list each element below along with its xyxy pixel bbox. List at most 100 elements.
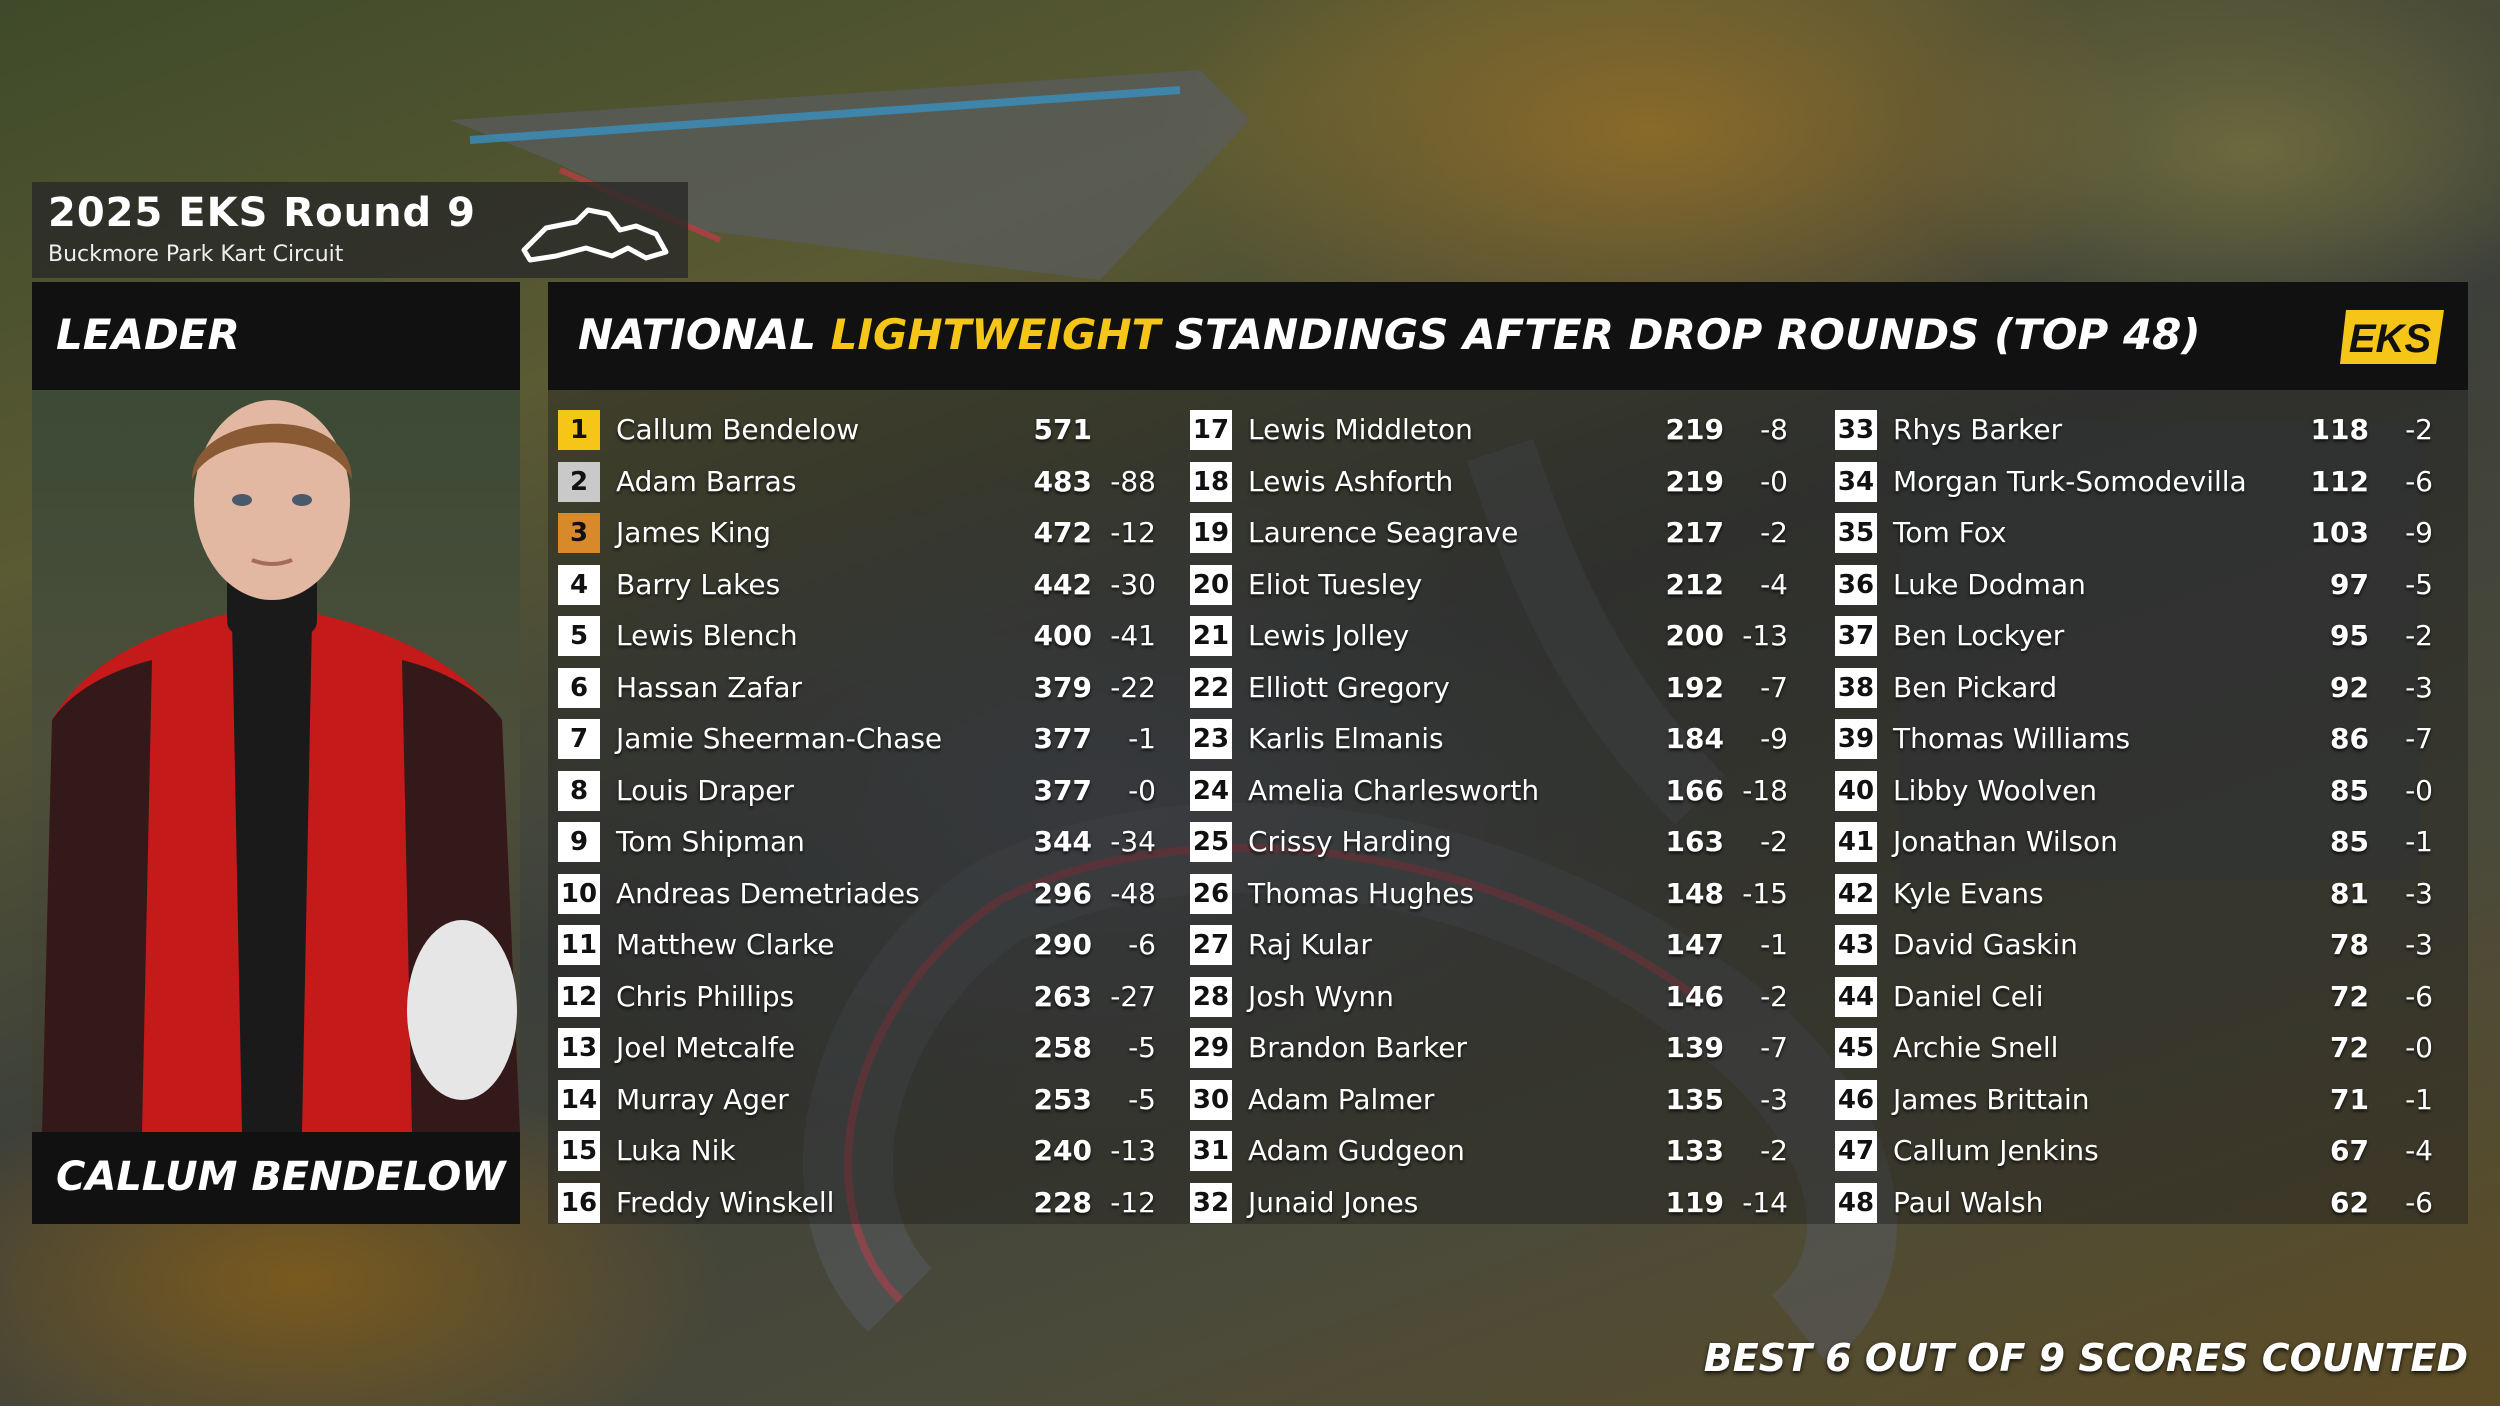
- table-row: 20 Eliot Tuesley 212 -4: [1180, 559, 1800, 611]
- driver-name: Lewis Ashforth: [1248, 464, 1454, 498]
- table-row: 40 Libby Woolven 85 -0: [1825, 765, 2445, 817]
- position-badge: 4: [558, 564, 600, 605]
- position-badge: 18: [1190, 461, 1232, 502]
- driver-points: 146: [1665, 979, 1724, 1013]
- position-badge: 45: [1835, 1028, 1877, 1068]
- footer-note: BEST 6 OUT OF 9 SCORES COUNTED: [1703, 1336, 2468, 1380]
- driver-name: Josh Wynn: [1248, 979, 1394, 1013]
- driver-name: Jamie Sheerman-Chase: [616, 722, 943, 755]
- dropped-points: -22: [1110, 670, 1156, 704]
- driver-points: 139: [1665, 1031, 1724, 1064]
- table-row: 33 Rhys Barker 118 -2: [1825, 404, 2445, 456]
- table-row: 29 Brandon Barker 139 -7: [1180, 1022, 1800, 1074]
- table-row: 14 Murray Ager 253 -5: [548, 1074, 1168, 1126]
- position-badge: 44: [1835, 976, 1877, 1017]
- table-row: 42 Kyle Evans 81 -3: [1825, 868, 2445, 920]
- position-badge: 15: [558, 1131, 600, 1171]
- dropped-points: -5: [2405, 567, 2433, 601]
- driver-name: Lewis Jolley: [1248, 619, 1410, 652]
- table-row: 16 Freddy Winskell 228 -12: [548, 1177, 1168, 1229]
- table-row: 45 Archie Snell 72 -0: [1825, 1022, 2445, 1074]
- table-row: 46 James Brittain 71 -1: [1825, 1074, 2445, 1126]
- table-row: 7 Jamie Sheerman-Chase 377 -1: [548, 713, 1168, 765]
- dropped-points: [1096, 410, 1156, 450]
- table-row: 2 Adam Barras 483 -88: [548, 456, 1168, 508]
- table-row: 25 Crissy Harding 163 -2: [1180, 816, 1800, 868]
- driver-name: Raj Kular: [1248, 928, 1372, 961]
- driver-name: Kyle Evans: [1893, 876, 2044, 910]
- position-badge: 22: [1190, 667, 1232, 708]
- driver-name: Luke Dodman: [1893, 567, 2086, 601]
- driver-points: 85: [2330, 825, 2369, 858]
- table-row: 22 Elliott Gregory 192 -7: [1180, 662, 1800, 714]
- position-badge: 7: [558, 719, 600, 759]
- position-badge: 5: [558, 616, 600, 656]
- driver-points: 112: [2310, 464, 2369, 498]
- position-badge: 40: [1835, 770, 1877, 811]
- driver-portrait-icon: [42, 400, 520, 1132]
- table-row: 11 Matthew Clarke 290 -6: [548, 919, 1168, 971]
- table-row: 38 Ben Pickard 92 -3: [1825, 662, 2445, 714]
- position-badge: 43: [1835, 925, 1877, 965]
- position-badge: 39: [1835, 719, 1877, 759]
- position-badge: 47: [1835, 1131, 1877, 1171]
- leader-photo: [32, 390, 520, 1132]
- dropped-points: -2: [2405, 619, 2433, 652]
- table-row: 12 Chris Phillips 263 -27: [548, 971, 1168, 1023]
- driver-points: 92: [2330, 670, 2369, 704]
- dropped-points: -5: [1128, 1082, 1156, 1116]
- driver-name: Karlis Elmanis: [1248, 722, 1444, 755]
- dropped-points: -48: [1110, 876, 1156, 910]
- driver-points: 135: [1665, 1082, 1724, 1116]
- position-badge: 16: [558, 1182, 600, 1223]
- table-row: 18 Lewis Ashforth 219 -0: [1180, 456, 1800, 508]
- table-row: 35 Tom Fox 103 -9: [1825, 507, 2445, 559]
- driver-points: 163: [1665, 825, 1724, 858]
- dropped-points: -88: [1110, 464, 1156, 498]
- position-badge: 25: [1190, 822, 1232, 862]
- table-row: 3 James King 472 -12: [548, 507, 1168, 559]
- dropped-points: -8: [1760, 413, 1788, 446]
- dropped-points: -7: [1760, 1031, 1788, 1064]
- table-row: 23 Karlis Elmanis 184 -9: [1180, 713, 1800, 765]
- position-badge: 37: [1835, 616, 1877, 656]
- dropped-points: -4: [1760, 567, 1788, 601]
- dropped-points: -6: [2405, 464, 2433, 498]
- table-row: 27 Raj Kular 147 -1: [1180, 919, 1800, 971]
- driver-name: Jonathan Wilson: [1893, 825, 2118, 858]
- table-row: 26 Thomas Hughes 148 -15: [1180, 868, 1800, 920]
- driver-points: 103: [2310, 516, 2369, 549]
- dropped-points: -1: [2405, 825, 2433, 858]
- driver-name: Freddy Winskell: [616, 1185, 835, 1219]
- dropped-points: -3: [2405, 670, 2433, 704]
- driver-name: Callum Bendelow: [616, 413, 860, 446]
- table-row: 4 Barry Lakes 442 -30: [548, 559, 1168, 611]
- dropped-points: -12: [1110, 516, 1156, 549]
- leader-name: CALLUM BENDELOW: [56, 1154, 506, 1200]
- table-row: 36 Luke Dodman 97 -5: [1825, 559, 2445, 611]
- position-badge: 41: [1835, 822, 1877, 862]
- standings-title: NATIONAL LIGHTWEIGHT STANDINGS AFTER DRO…: [578, 310, 2201, 359]
- driver-name: Matthew Clarke: [616, 928, 835, 961]
- table-row: 37 Ben Lockyer 95 -2: [1825, 610, 2445, 662]
- driver-points: 62: [2330, 1185, 2369, 1219]
- driver-name: Joel Metcalfe: [616, 1031, 796, 1064]
- dropped-points: -9: [2405, 516, 2433, 549]
- round-header: 2025 EKS Round 9 Buckmore Park Kart Circ…: [32, 182, 688, 278]
- driver-points: 400: [1033, 619, 1092, 652]
- driver-points: 219: [1665, 464, 1724, 498]
- driver-points: 258: [1033, 1031, 1092, 1064]
- dropped-points: -13: [1110, 1134, 1156, 1167]
- driver-points: 379: [1033, 670, 1092, 704]
- driver-points: 263: [1033, 979, 1092, 1013]
- driver-points: 290: [1033, 928, 1092, 961]
- driver-name: Ben Pickard: [1893, 670, 2058, 704]
- table-row: 32 Junaid Jones 119 -14: [1180, 1177, 1800, 1229]
- dropped-points: -34: [1110, 825, 1156, 858]
- driver-name: Barry Lakes: [616, 567, 781, 601]
- driver-points: 571: [1033, 413, 1092, 446]
- dropped-points: -41: [1110, 619, 1156, 652]
- driver-name: Louis Draper: [616, 773, 794, 807]
- standings-column-1: 1 Callum Bendelow 571 2 Adam Barras 483 -88 3 Ja…: [548, 404, 1168, 1228]
- driver-points: 200: [1665, 619, 1724, 652]
